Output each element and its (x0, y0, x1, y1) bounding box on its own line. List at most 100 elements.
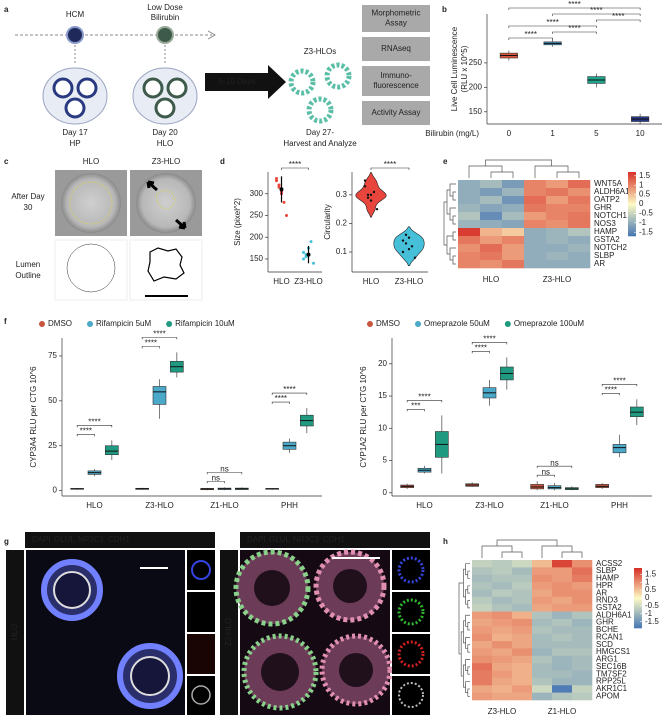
mean-point (306, 252, 311, 257)
heatmap-cell (546, 228, 569, 237)
heatmap-cell (512, 560, 533, 568)
colorbar-step (628, 221, 636, 224)
colorbar-step (634, 575, 642, 578)
significance-bar (601, 392, 620, 396)
heatmap-cell (502, 228, 525, 237)
assay-label: RNAseq (381, 44, 411, 53)
workflow-drawing (15, 5, 430, 125)
gene-label: GSTA2 (596, 603, 622, 612)
colorbar-step (628, 229, 636, 232)
gene-label: RPP25L (596, 677, 626, 686)
heatmap-cell (524, 188, 547, 197)
colorbar-step (634, 599, 642, 602)
label: Low Dose (147, 3, 183, 12)
heatmap-cell (472, 574, 493, 583)
x-tick-label: Z3-HLO (145, 501, 173, 510)
stain-label: CDH1 (108, 535, 130, 544)
heatmap-cell (492, 692, 513, 701)
significance-bar (406, 409, 425, 412)
heatmap-cell (472, 685, 493, 693)
x-tick-label: Z3-HLO (294, 277, 322, 286)
heatmap-cell (512, 582, 533, 590)
colorbar-step (634, 604, 642, 606)
y-tick-label: 200 (469, 82, 483, 91)
colorbar-label: -1.5 (645, 617, 659, 626)
data-point (302, 250, 305, 254)
x-tick-label: Z1-HLO (210, 501, 238, 510)
colorbar-step (628, 188, 636, 190)
gene-label: ALDH6A1 (596, 610, 632, 619)
heatmap-cell (492, 604, 513, 612)
heatmap-cell (552, 567, 573, 576)
dendrogram (556, 171, 580, 178)
heatmap-cell (532, 582, 553, 590)
significance-label: **** (613, 376, 625, 385)
y-axis-label: CYP3A4 RLU per CTG 10^6 (29, 366, 38, 468)
colorbar-step (634, 571, 642, 573)
heatmap-cell (546, 196, 569, 205)
heatmap-cell (552, 685, 573, 693)
colorbar-step (634, 623, 642, 626)
significance-label: ns (220, 464, 228, 473)
data-point (369, 193, 373, 197)
x-tick-label: PHH (281, 501, 298, 510)
immunofluorescence-images (6, 532, 430, 715)
colorbar-step (634, 590, 642, 593)
colorbar-step (628, 186, 636, 189)
heatmap-cell (568, 180, 591, 189)
dendrogram (467, 666, 470, 675)
y-tick-label: 50 (48, 396, 57, 405)
heatmap-cell (552, 663, 573, 671)
colorbar-step (634, 601, 642, 603)
colorbar-step (634, 596, 642, 599)
data-point (413, 256, 417, 259)
heatmap-cell (572, 560, 593, 568)
colorbar-label: -0.5 (645, 601, 659, 610)
colorbar-step (628, 173, 636, 176)
colorbar-step (628, 232, 636, 235)
colorbar-step (628, 181, 636, 184)
heatmap-cell (568, 188, 591, 197)
heatmap-cell (512, 567, 533, 576)
heatmap-cell (472, 560, 493, 568)
x-tick-label: 5 (594, 129, 599, 138)
colorbar-label: 0 (645, 593, 650, 602)
significance-label: ns (550, 458, 558, 467)
data-point (407, 236, 411, 239)
heatmap-cell (502, 252, 525, 261)
y-tick-label: 0.2 (336, 219, 348, 228)
heatmap-cell (512, 685, 533, 693)
heatmap-cell (492, 663, 513, 671)
sample-label: HLO (10, 624, 19, 640)
gene-label: ARG1 (596, 655, 618, 664)
data-point (366, 193, 370, 197)
panel-label: c (4, 157, 9, 166)
colorbar-step (634, 610, 642, 612)
heatmap-cell (458, 220, 481, 229)
heatmap-cell (492, 560, 513, 568)
dendrogram (490, 171, 514, 178)
colorbar-label: -1.5 (639, 227, 653, 236)
heatmap-cell (572, 692, 593, 701)
heatmap-cell (572, 567, 593, 576)
x-tick-label: 0 (507, 129, 512, 138)
heatmap-cell (492, 655, 513, 664)
y-tick-label: 0.1 (336, 247, 348, 256)
heatmap-cell (492, 596, 513, 605)
heatmap-cell (532, 611, 553, 620)
heatmap-cell (552, 655, 573, 664)
colorbar-label: 0.5 (645, 585, 657, 594)
colorbar-step (628, 216, 636, 219)
label: HP (69, 139, 80, 148)
x-tick-label: Z3-HLO (395, 277, 423, 286)
legend-label: Rifampicin 5uM (96, 319, 151, 328)
label: Harvest and Analyze (283, 139, 357, 148)
label: HLO (83, 157, 99, 166)
dendrogram (452, 191, 456, 201)
colorbar-step (634, 583, 642, 585)
dendrogram (485, 159, 552, 166)
colorbar-step (634, 581, 642, 584)
y-tick-label: 0.3 (336, 190, 348, 199)
violin (393, 226, 425, 267)
